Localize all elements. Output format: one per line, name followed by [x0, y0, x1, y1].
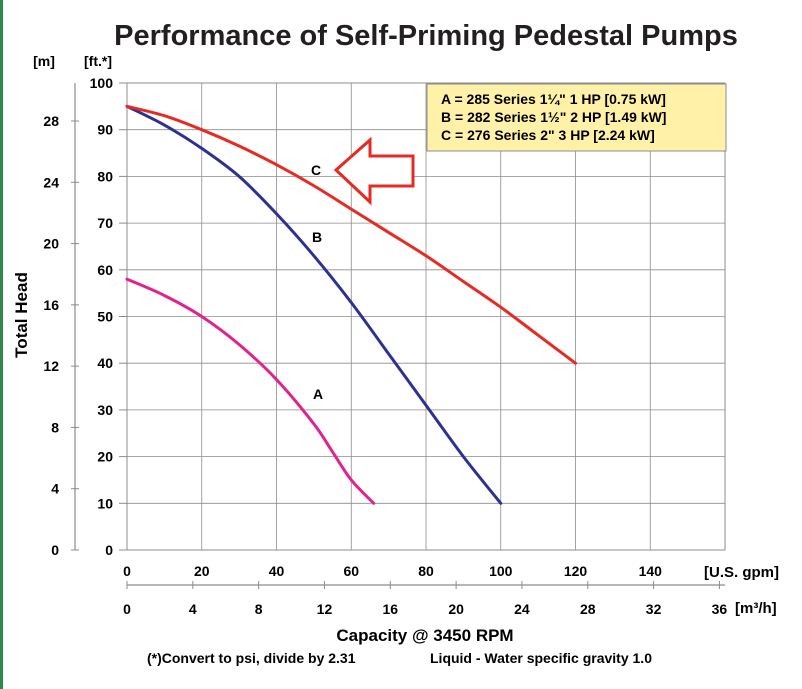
y-unit-left: [m] [33, 53, 55, 69]
footnote-liquid: Liquid - Water specific gravity 1.0 [430, 650, 652, 666]
grid-lines [126, 82, 726, 551]
y-unit-right: [ft.*] [84, 53, 112, 69]
x-tick-m3h: 0 [123, 601, 131, 617]
x-unit-primary: [U.S. gpm] [704, 564, 779, 581]
x-tick-gpm: 20 [194, 563, 210, 579]
legend-item-c: C = 276 Series 2" 3 HP [2.24 kW] [441, 127, 655, 143]
footnote-psi: (*)Convert to psi, divide by 2.31 [147, 650, 356, 666]
x-tick-m3h: 12 [317, 601, 333, 617]
y-tick-ft: 30 [97, 402, 113, 418]
y-tick-m: 8 [51, 419, 59, 435]
x-tick-labels: 0 20 40 60 80 100 120 140 0 4 8 12 16 20 24 28 32 36 [123, 563, 727, 617]
page-border-stripe [0, 0, 3, 689]
x-tick-m3h: 28 [580, 601, 596, 617]
x-tick-gpm: 120 [564, 563, 588, 579]
x-tick-gpm: 140 [639, 563, 663, 579]
y-tick-ft: 90 [97, 122, 113, 138]
legend-item-b: B = 282 Series 1½" 2 HP [1.49 kW] [441, 109, 666, 125]
y-tick-ft: 100 [90, 75, 114, 91]
x-tick-m3h: 32 [646, 601, 662, 617]
callout-arrow-icon [333, 136, 415, 206]
x-tick-m3h: 16 [383, 601, 399, 617]
x-tick-m3h: 4 [189, 601, 197, 617]
y-tick-ft: 10 [97, 495, 113, 511]
x-tick-gpm: 40 [269, 563, 285, 579]
legend-item-a: A = 285 Series 1¼" 1 HP [0.75 kW] [441, 91, 666, 107]
x-unit-secondary: [m³/h] [735, 600, 777, 617]
y-tick-ft: 70 [97, 215, 113, 231]
y-tick-m: 16 [43, 297, 59, 313]
series-line-a [125, 277, 376, 505]
x-tick-gpm: 80 [418, 563, 434, 579]
series-line-c [125, 104, 577, 365]
series-label-c: C [311, 162, 321, 178]
series-label-a: A [313, 386, 323, 402]
x-tick-m3h: 20 [448, 601, 464, 617]
y-tick-ft: 20 [97, 449, 113, 465]
x-tick-m3h: 8 [255, 601, 263, 617]
chart-title: Performance of Self-Priming Pedestal Pum… [114, 20, 738, 52]
y-tick-ft: 60 [97, 262, 113, 278]
legend-box [426, 83, 727, 152]
y-tick-ft: 40 [97, 355, 113, 371]
y-tick-m: 24 [43, 174, 59, 190]
y-tick-m: 4 [51, 481, 59, 497]
y-tick-ft: 50 [97, 309, 113, 325]
x-axis-label: Capacity @ 3450 RPM [336, 626, 513, 645]
y-tick-ft: 80 [97, 168, 113, 184]
y-tick-m: 12 [43, 358, 59, 374]
y-tick-m: 28 [43, 113, 59, 129]
x-tick-gpm: 0 [123, 563, 131, 579]
axes [74, 83, 725, 586]
x-tick-gpm: 60 [343, 563, 359, 579]
x-tick-gpm: 100 [489, 563, 513, 579]
series-line-b [125, 104, 503, 505]
series-label-b: B [312, 229, 322, 245]
y-tick-m: 20 [43, 236, 59, 252]
y-tick-m: 0 [51, 542, 59, 558]
x-tick-m3h: 36 [712, 601, 728, 617]
x-tick-m3h: 24 [514, 601, 530, 617]
y-axis-label: Total Head [12, 272, 31, 358]
y-tick-labels: 0 10 20 30 40 50 60 70 80 90 100 0 4 8 12 16 20 24 28 [43, 75, 127, 558]
y-tick-ft: 0 [105, 542, 113, 558]
series-lines [125, 104, 577, 505]
legend: A = 285 Series 1¼" 1 HP [0.75 kW] B = 28… [426, 83, 727, 152]
